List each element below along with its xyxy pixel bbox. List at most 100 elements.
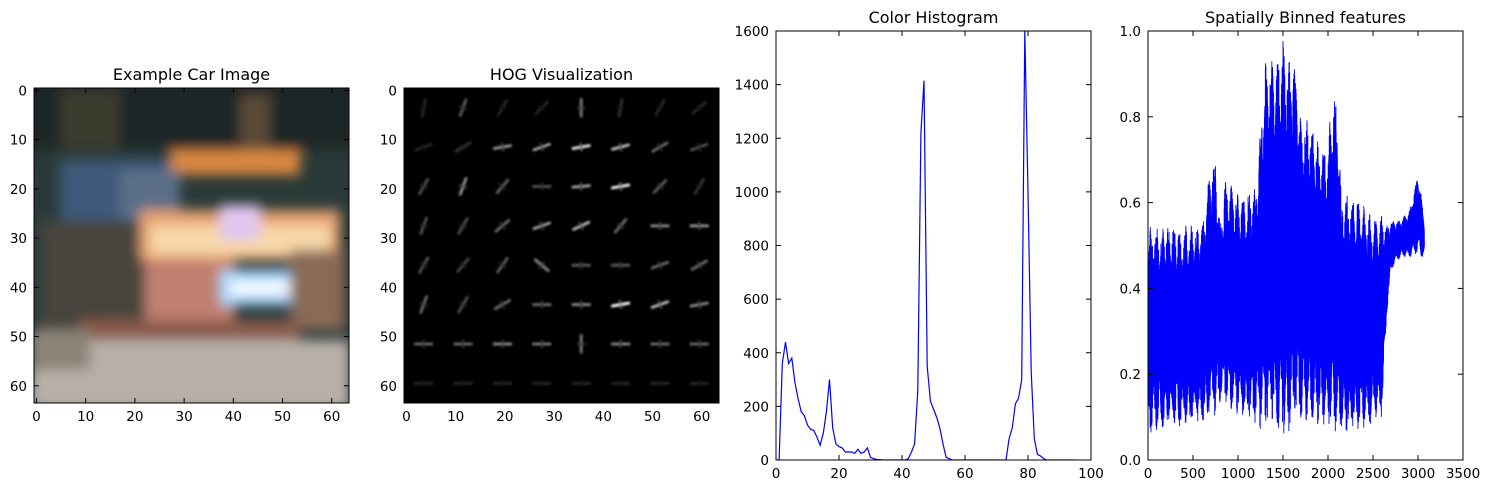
y-tick-label: 20 bbox=[380, 182, 397, 198]
y-tick-label: 0.0 bbox=[1120, 453, 1141, 469]
hog-cell-cross bbox=[419, 262, 428, 269]
hog-cell-cross bbox=[421, 142, 426, 152]
x-tick-label: 0 bbox=[32, 409, 41, 425]
car-image bbox=[34, 88, 349, 403]
y-tick-label: 800 bbox=[743, 239, 769, 255]
y-tick-label: 1600 bbox=[735, 24, 769, 40]
y-tick-label: 40 bbox=[380, 280, 397, 296]
y-tick-label: 600 bbox=[743, 292, 769, 308]
x-tick-label: 40 bbox=[893, 466, 910, 482]
x-tick-label: 0 bbox=[402, 409, 411, 425]
car-image-ticks: 0 10 20 30 40 50 60 0 10 20 30 40 50 60 bbox=[10, 83, 349, 425]
hog-cell-cross bbox=[458, 222, 468, 229]
x-tick-label: 10 bbox=[77, 409, 94, 425]
hog-cell-cross bbox=[419, 302, 429, 307]
x-tick-label: 3500 bbox=[1446, 466, 1480, 482]
hog-cell-cross bbox=[538, 104, 546, 112]
panel-hog: HOG Visualization 0 10 20 30 40 50 60 0 10 20 30 40… bbox=[380, 65, 720, 425]
hog-cell-cross bbox=[696, 260, 703, 270]
hog-cell-cross bbox=[458, 184, 468, 189]
y-tick-label: 1000 bbox=[735, 185, 769, 201]
x-tick-label: 80 bbox=[1019, 466, 1036, 482]
title-color-histogram: Color Histogram bbox=[869, 8, 999, 27]
x-tick-label: 1000 bbox=[1221, 466, 1255, 482]
x-tick-label: 20 bbox=[830, 466, 847, 482]
x-tick-label: 2500 bbox=[1356, 466, 1390, 482]
y-tick-label: 60 bbox=[10, 379, 27, 395]
x-tick-label: 0 bbox=[772, 466, 781, 482]
hog-frame bbox=[403, 87, 720, 404]
panel-car-image: Example Car Image bbox=[10, 65, 350, 425]
hog-cell-cross bbox=[656, 182, 664, 191]
y-tick-label: 400 bbox=[743, 346, 769, 362]
hog-cell-cross bbox=[499, 221, 506, 230]
hog-cell-cross bbox=[695, 183, 704, 190]
x-tick-label: 50 bbox=[644, 409, 661, 425]
hog-cell-cross bbox=[458, 105, 468, 110]
hog-cell-cross bbox=[615, 106, 626, 110]
title-hog: HOG Visualization bbox=[490, 65, 633, 84]
x-tick-label: 3000 bbox=[1401, 466, 1435, 482]
x-tick-label: 50 bbox=[274, 409, 291, 425]
x-tick-label: 10 bbox=[447, 409, 464, 425]
panel-spatial-features: Spatially Binned features 0 500 1000 1500 20… bbox=[1120, 8, 1481, 482]
y-tick-label: 60 bbox=[380, 379, 397, 395]
x-tick-label: 20 bbox=[126, 409, 143, 425]
hog-cell-cross bbox=[618, 142, 623, 152]
panel-color-histogram: Color Histogram 0 20 40 60 80 1000 200 400 600 80… bbox=[735, 8, 1104, 482]
y-tick-label: 0.4 bbox=[1120, 281, 1141, 297]
spatial-frame bbox=[1147, 30, 1464, 461]
hog-cell-cross bbox=[657, 300, 663, 310]
hog-image bbox=[404, 88, 719, 403]
hog-cell-cross bbox=[499, 300, 506, 309]
y-tick-label: 0.6 bbox=[1120, 196, 1141, 212]
hog-cell-cross bbox=[539, 221, 545, 231]
x-tick-label: 30 bbox=[546, 409, 563, 425]
spatial-ticks: 0 500 1000 1500 2000 2500 3000 3500 0.0 0.2 0.4 0.6… bbox=[1120, 24, 1481, 482]
x-tick-label: 500 bbox=[1180, 466, 1206, 482]
hog-cell-cross bbox=[538, 261, 546, 270]
x-tick-label: 0 bbox=[1144, 466, 1153, 482]
x-tick-label: 40 bbox=[225, 409, 242, 425]
hog-cell-cross bbox=[657, 142, 663, 152]
hog-cell-cross bbox=[459, 261, 467, 269]
y-tick-label: 30 bbox=[10, 231, 27, 247]
hog-cell-cross bbox=[578, 221, 584, 231]
hog-cell-cross bbox=[419, 106, 429, 110]
title-car-image: Example Car Image bbox=[113, 65, 270, 84]
x-tick-label: 40 bbox=[595, 409, 612, 425]
y-tick-label: 1.0 bbox=[1120, 24, 1141, 40]
hog-cell-cross bbox=[616, 222, 625, 230]
y-tick-label: 30 bbox=[380, 231, 397, 247]
histogram-frame bbox=[775, 30, 1092, 461]
hog-cell-cross bbox=[498, 262, 507, 269]
x-tick-label: 1500 bbox=[1266, 466, 1300, 482]
hog-cell-cross bbox=[419, 183, 428, 190]
hog-cell-cross bbox=[697, 142, 702, 152]
hog-cell-cross bbox=[657, 260, 663, 270]
y-tick-label: 0 bbox=[18, 83, 27, 99]
hog-cell-cross bbox=[579, 181, 583, 192]
hog-cell-cross bbox=[460, 142, 466, 152]
spatial-features-line bbox=[1148, 41, 1425, 434]
x-tick-label: 60 bbox=[693, 409, 710, 425]
hog-cell-cross bbox=[695, 103, 703, 112]
x-tick-label: 60 bbox=[956, 466, 973, 482]
y-tick-label: 1400 bbox=[735, 78, 769, 94]
hog-cell-cross bbox=[579, 142, 583, 152]
y-tick-label: 10 bbox=[380, 133, 397, 149]
hog-cell-cross bbox=[655, 104, 665, 111]
car-image-frame bbox=[33, 87, 350, 404]
y-tick-label: 0 bbox=[388, 83, 397, 99]
hog-cell-cross bbox=[498, 183, 507, 190]
y-tick-label: 50 bbox=[10, 330, 27, 346]
x-tick-label: 20 bbox=[496, 409, 513, 425]
title-spatial-features: Spatially Binned features bbox=[1205, 8, 1406, 27]
histogram-ticks: 0 20 40 60 80 1000200400600800100012001400160… bbox=[735, 24, 1104, 482]
x-tick-label: 60 bbox=[323, 409, 340, 425]
x-tick-label: 30 bbox=[176, 409, 193, 425]
hog-cell-cross bbox=[697, 299, 701, 310]
y-tick-label: 200 bbox=[743, 399, 769, 415]
histogram-line bbox=[776, 31, 1076, 460]
